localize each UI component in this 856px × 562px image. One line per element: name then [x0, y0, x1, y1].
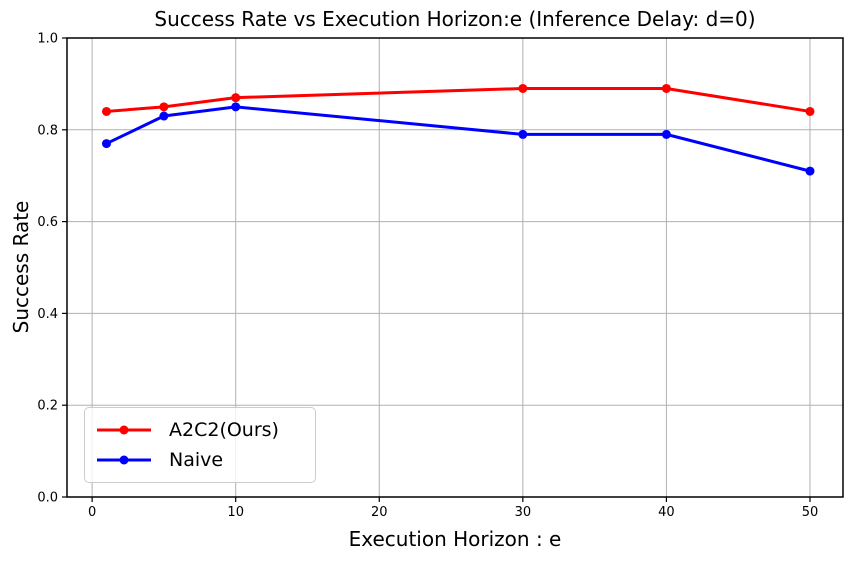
data-point-series-0: [231, 93, 241, 103]
x-tick-label: 50: [802, 505, 819, 520]
y-tick-label: 0.8: [37, 123, 58, 138]
data-point-series-1: [518, 129, 528, 139]
data-point-series-0: [518, 83, 528, 93]
data-point-series-0: [101, 106, 111, 116]
y-tick-label: 0.2: [37, 399, 58, 414]
y-axis-label: Success Rate: [9, 200, 33, 334]
legend-label-naive: Naive: [169, 448, 224, 471]
axes-spines: [66, 37, 844, 498]
legend-label-a2c2: A2C2(Ours): [169, 419, 279, 442]
x-tick-label: 40: [658, 505, 675, 520]
data-point-series-1: [159, 111, 169, 121]
data-point-series-1: [661, 129, 671, 139]
x-tick-label: 0: [88, 505, 96, 520]
legend-line-marker-icon: [97, 425, 151, 435]
y-tick-label: 0.0: [37, 491, 58, 506]
data-point-series-1: [101, 139, 111, 149]
chart-title: Success Rate vs Execution Horizon:e (Inf…: [154, 7, 756, 31]
x-tick-label: 10: [227, 505, 244, 520]
data-point-series-1: [231, 102, 241, 112]
x-tick-label: 20: [371, 505, 388, 520]
data-point-series-0: [159, 102, 169, 112]
y-tick-label: 0.6: [37, 215, 58, 230]
legend-item-a2c2: A2C2(Ours): [93, 419, 307, 441]
data-point-series-0: [661, 83, 671, 93]
y-tick-label: 0.4: [37, 307, 58, 322]
x-tick-label: 30: [515, 505, 532, 520]
y-tick-label: 1.0: [37, 32, 58, 47]
legend-line-marker-icon: [97, 455, 151, 465]
legend-item-naive: Naive: [93, 449, 307, 471]
series-line-0: [104, 86, 812, 113]
series-line-1: [104, 105, 812, 173]
data-point-series-0: [805, 106, 815, 116]
legend: A2C2(Ours) Naive: [84, 407, 316, 483]
x-axis-label: Execution Horizon : e: [348, 527, 562, 551]
data-point-series-1: [805, 166, 815, 176]
